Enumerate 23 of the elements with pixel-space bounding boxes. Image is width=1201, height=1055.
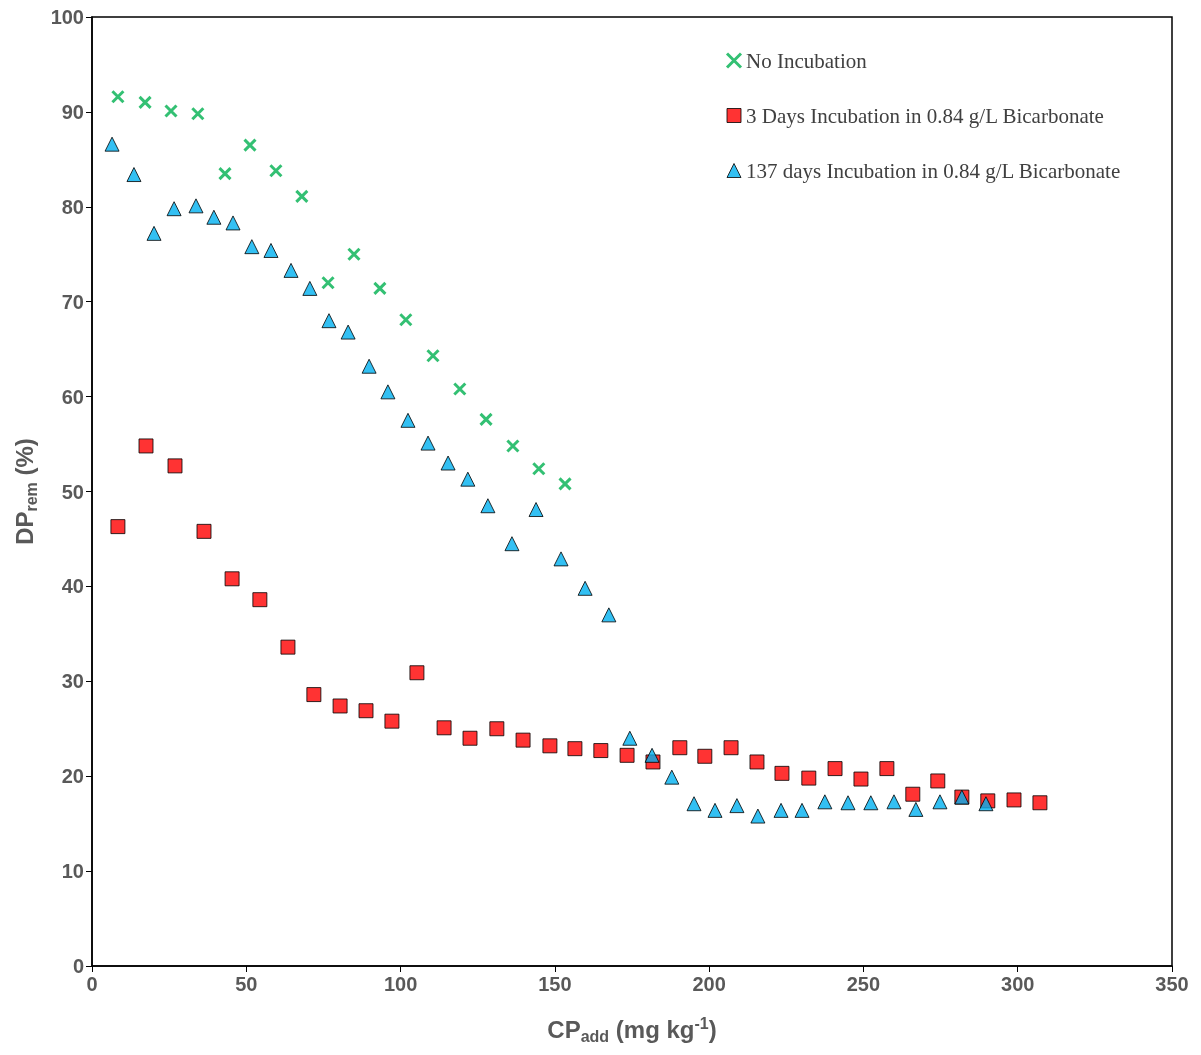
y-tick-label: 20 [61,765,84,788]
legend-label: No Incubation [746,48,868,73]
y-tick-label: 40 [61,575,84,598]
y-tick-label: 10 [61,860,84,883]
x-tick-label: 0 [86,973,98,995]
y-tick-label: 50 [61,480,84,503]
legend-label: 137 days Incubation in 0.84 g/L Bicarbonate [746,158,1121,183]
x-tick-label: 150 [538,973,572,995]
legend-label: 3 Days Incubation in 0.84 g/L Bicarbonate [746,103,1104,128]
x-tick-label: 300 [1001,973,1035,995]
x-tick-label: 200 [692,973,726,995]
y-tick-label: 60 [61,385,84,408]
x-tick-label: 350 [1155,973,1189,995]
y-axis-title: DPrem (%) [11,438,41,545]
y-tick-label: 30 [61,670,84,693]
x-tick-label: 50 [235,973,258,995]
y-tick-label: 0 [72,955,84,977]
y-tick-label: 80 [61,195,84,218]
x-tick-label: 100 [383,973,418,995]
y-tick-label: 100 [50,6,84,28]
y-tick-label: 70 [61,290,84,313]
x-tick-label: 250 [846,973,881,995]
y-tick-label: 90 [61,100,84,123]
